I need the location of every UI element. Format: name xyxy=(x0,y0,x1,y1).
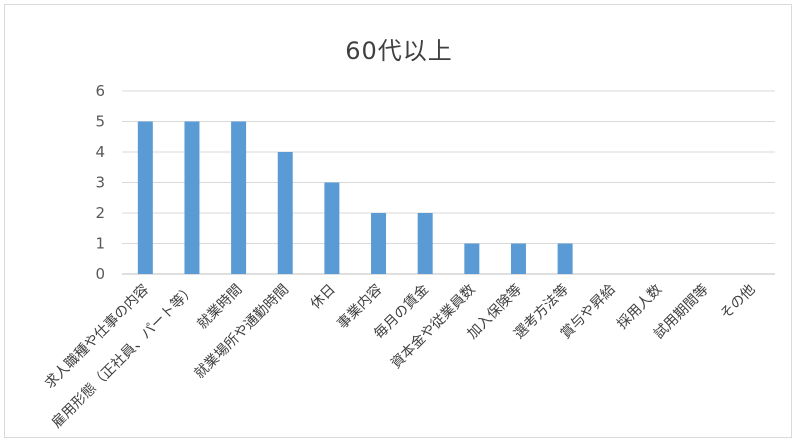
bar-6 xyxy=(417,213,433,274)
bar-2 xyxy=(231,121,247,274)
chart-frame: 60代以上 0 1 2 3 4 5 6 求人職種や仕事の内容 雇用形態（正社員、パート等） 就業時… xyxy=(4,4,792,438)
bar-1 xyxy=(184,121,200,274)
bar-5 xyxy=(371,213,387,274)
bar-9 xyxy=(557,243,573,274)
chart-title: 60代以上 xyxy=(345,37,453,65)
x-category-label-13: その他 xyxy=(717,282,758,323)
y-tick-label-0: 0 xyxy=(95,265,105,283)
x-category-label-7: 資本金や従業員数 xyxy=(388,282,479,373)
y-tick-label-6: 6 xyxy=(95,82,105,100)
bar-3 xyxy=(277,152,293,274)
bar-0 xyxy=(137,121,153,274)
y-tick-label-4: 4 xyxy=(95,143,105,161)
y-tick-label-2: 2 xyxy=(95,204,105,222)
bar-7 xyxy=(464,243,480,274)
x-category-label-4: 休日 xyxy=(308,282,339,313)
bar-4 xyxy=(324,182,340,274)
bar-8 xyxy=(510,243,526,274)
x-category-label-3: 就業場所や通勤時間 xyxy=(192,282,292,382)
bar-chart-plot: 0123456求人職種や仕事の内容雇用形態（正社員、パート等）就業時間就業場所や… xyxy=(41,82,775,431)
y-tick-label-1: 1 xyxy=(95,235,105,253)
y-tick-label-3: 3 xyxy=(95,174,105,192)
y-tick-label-5: 5 xyxy=(95,113,105,131)
